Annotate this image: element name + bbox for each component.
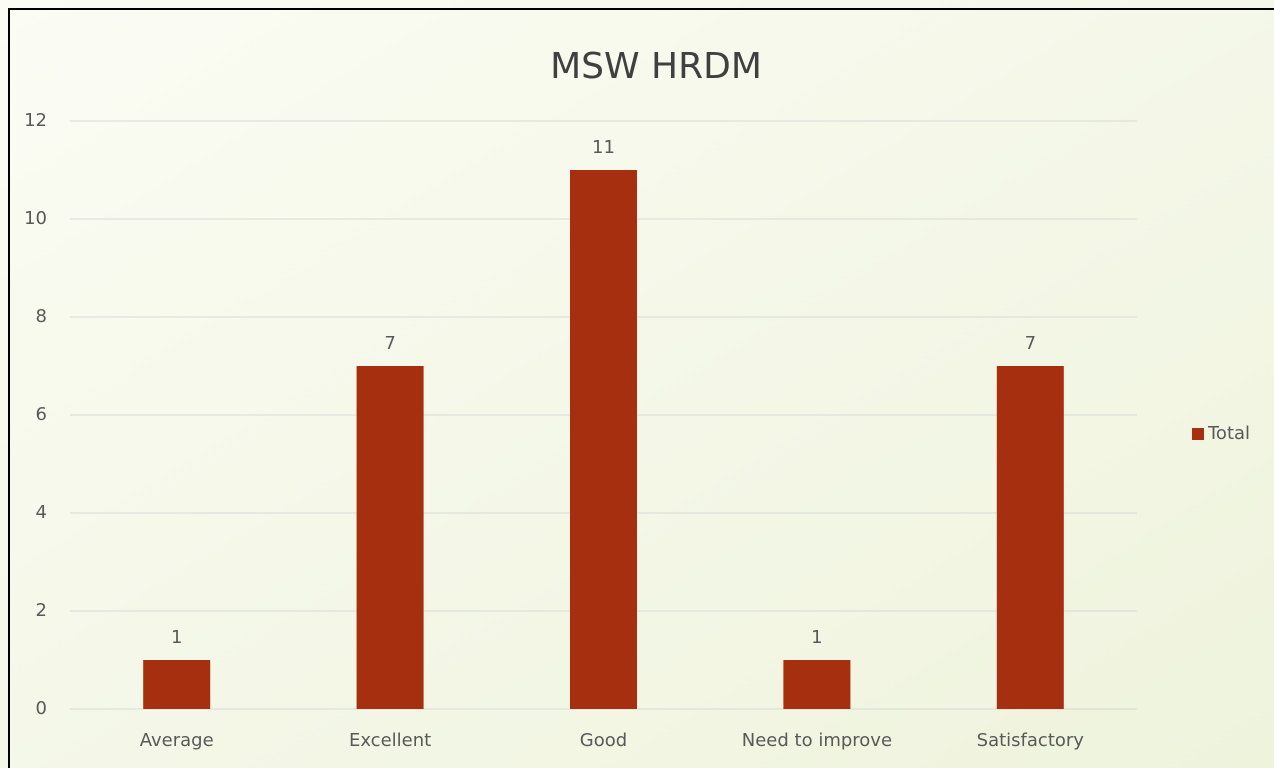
y-tick-label: 2 [36, 600, 47, 621]
x-tick-label: Satisfactory [977, 730, 1085, 751]
bar [356, 366, 424, 709]
bar [570, 170, 637, 709]
x-tick-label: Need to improve [742, 730, 892, 751]
data-label: 7 [1025, 333, 1036, 354]
data-label: 1 [811, 627, 822, 648]
bar [996, 366, 1064, 709]
y-tick-label: 10 [24, 208, 47, 229]
frame [8, 8, 1274, 768]
data-label: 1 [171, 627, 182, 648]
y-tick-label: 6 [36, 404, 47, 425]
legend-label: Total [1207, 423, 1250, 444]
bar [783, 660, 851, 709]
x-tick-label: Good [580, 730, 627, 751]
data-label: 11 [592, 137, 615, 158]
y-tick-label: 8 [36, 306, 47, 327]
chart-title: MSW HRDM [550, 46, 762, 87]
y-tick-label: 12 [24, 110, 47, 131]
legend-swatch [1192, 428, 1204, 440]
x-tick-label: Excellent [349, 730, 431, 751]
data-label: 7 [384, 333, 395, 354]
y-tick-label: 0 [36, 698, 47, 719]
bar [143, 660, 211, 709]
y-tick-label: 4 [36, 502, 47, 523]
x-tick-label: Average [140, 730, 214, 751]
